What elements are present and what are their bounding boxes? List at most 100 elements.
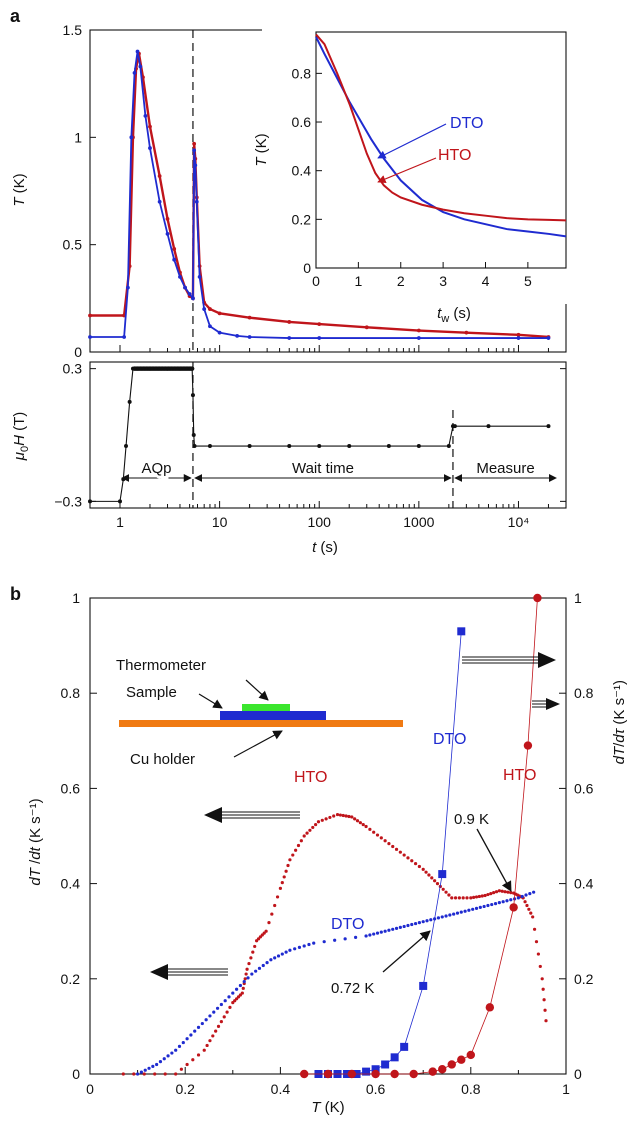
field-profile-point bbox=[452, 424, 457, 429]
a-top-point-red bbox=[516, 332, 521, 337]
b-left-point-hto bbox=[500, 889, 504, 893]
a-top-point-red bbox=[88, 313, 92, 318]
b-right-marker-hto bbox=[323, 1069, 333, 1079]
b-left-point-dto bbox=[375, 931, 380, 935]
b-left-point-hto bbox=[278, 886, 282, 890]
b-left-point-dto bbox=[208, 1014, 212, 1018]
b-ytick-label-right: 0.2 bbox=[574, 971, 594, 987]
b-left-point-hto bbox=[398, 850, 402, 854]
a-top-point-blue bbox=[516, 336, 521, 340]
panel-a-inset-x-label-var: t bbox=[437, 305, 442, 322]
b-left-point-dto bbox=[482, 904, 486, 909]
b-left-point-hto bbox=[185, 1062, 189, 1067]
a-top-point-red bbox=[317, 322, 322, 326]
b-left-point-hto bbox=[253, 944, 257, 949]
a-bottom-xtick-label: 10 bbox=[212, 514, 228, 530]
b-left-point-hto bbox=[457, 896, 461, 900]
b-left-point-hto bbox=[240, 991, 244, 995]
field-profile-point bbox=[190, 393, 195, 398]
b-right-marker-hto bbox=[447, 1060, 456, 1069]
b-left-point-hto bbox=[153, 1072, 157, 1076]
b-left-point-hto bbox=[355, 819, 360, 823]
b-left-point-hto bbox=[244, 972, 248, 976]
a-top-point-red bbox=[148, 124, 152, 129]
b-ytick-label-right: 0.6 bbox=[574, 780, 594, 796]
panel-b-ticks: 00 00.20.2 0.20.40.4 0.40.60.6 0.60.80.8 0.81… bbox=[61, 590, 594, 1097]
annotation-0-9k-arrow bbox=[476, 828, 512, 892]
a-top-point-blue bbox=[172, 257, 177, 262]
b-left-point-hto bbox=[474, 895, 479, 899]
b-left-point-hto bbox=[532, 927, 537, 931]
b-right-marker-hto bbox=[533, 593, 542, 603]
panel-a-inset-series bbox=[315, 33, 567, 238]
b-left-point-hto bbox=[523, 900, 527, 904]
b-left-point-dto bbox=[273, 956, 277, 960]
a-top-point-blue bbox=[132, 71, 137, 75]
b-left-point-hto bbox=[341, 813, 345, 818]
b-left-point-dto bbox=[417, 921, 421, 925]
panel-a-top-x-ticks bbox=[119, 345, 567, 352]
cu-holder-arrow bbox=[233, 730, 283, 758]
a-top-point-red bbox=[157, 174, 162, 178]
b-left-point-hto bbox=[531, 915, 535, 919]
b-left-point-dto bbox=[200, 1021, 204, 1026]
b-left-point-hto bbox=[308, 828, 312, 832]
field-profile-point bbox=[117, 499, 122, 504]
b-left-point-hto bbox=[469, 896, 473, 900]
b-left-point-hto bbox=[205, 1043, 209, 1048]
b-left-point-dto bbox=[520, 894, 524, 899]
b-left-point-dto bbox=[448, 913, 452, 917]
b-left-point-hto bbox=[311, 825, 315, 830]
b-left-point-dto bbox=[398, 925, 402, 929]
b-right-marker-hto bbox=[457, 1055, 466, 1064]
a-top-point-blue bbox=[125, 285, 130, 290]
b-right-marker-dto bbox=[457, 627, 466, 636]
b-left-point-hto bbox=[361, 822, 365, 827]
b-left-point-hto bbox=[267, 921, 271, 925]
b-left-point-hto bbox=[497, 889, 501, 893]
b-left-point-hto bbox=[353, 817, 357, 821]
thermometer-label: Thermometer bbox=[116, 657, 206, 674]
b-left-point-hto bbox=[332, 814, 336, 818]
sample-schematic: Thermometer Sample Cu holder bbox=[116, 657, 403, 768]
inset-ytick-label: 0.8 bbox=[292, 65, 312, 81]
b-left-point-hto bbox=[273, 903, 277, 908]
a-bottom-xtick-label: 10⁴ bbox=[508, 514, 530, 530]
panel-a-bottom-y-label-sub: 0 bbox=[19, 446, 31, 452]
b-xtick-label: 0.2 bbox=[175, 1081, 195, 1097]
a-bottom-xtick-label: 100 bbox=[308, 514, 332, 530]
b-left-point-hto bbox=[291, 853, 295, 857]
thermometer-bar bbox=[242, 704, 290, 711]
panel-a-bottom-y-label-var: H bbox=[11, 435, 28, 446]
a-top-point-blue bbox=[247, 335, 252, 339]
inset-arrow-hto bbox=[377, 157, 437, 183]
b-left-point-hto bbox=[247, 961, 251, 966]
b-left-point-hto bbox=[509, 891, 513, 895]
b-left-point-hto bbox=[543, 1008, 547, 1012]
a-top-point-blue bbox=[235, 334, 240, 338]
b-left-point-hto bbox=[387, 842, 391, 846]
b-left-point-hto bbox=[529, 911, 533, 915]
b-left-point-hto bbox=[450, 896, 454, 900]
b-left-point-dto bbox=[471, 907, 475, 911]
panel-a-inset-y-label-var: T bbox=[253, 156, 270, 167]
b-right-marker-dto bbox=[419, 981, 428, 990]
panel-b-y-label-right-den: dτ bbox=[611, 727, 628, 742]
a-top-point-blue bbox=[194, 199, 199, 204]
inset-series-hto bbox=[315, 33, 567, 222]
a-top-point-blue bbox=[165, 232, 170, 236]
panel-a-top-y-label: T (K) bbox=[11, 173, 28, 206]
b-left-point-hto bbox=[174, 1072, 178, 1076]
field-profile-point bbox=[546, 424, 551, 429]
b-left-point-hto bbox=[417, 864, 421, 869]
b-xtick-label: 0 bbox=[86, 1081, 94, 1097]
b-ytick-label-left: 1 bbox=[72, 590, 80, 606]
b-right-marker-dto bbox=[390, 1053, 399, 1062]
b-right-marker-hto bbox=[428, 1067, 437, 1076]
b-left-point-hto bbox=[421, 867, 425, 871]
panel-a-inset-x-label: tw (s) bbox=[437, 305, 471, 325]
b-left-point-hto bbox=[284, 869, 288, 873]
b-left-point-hto bbox=[402, 853, 406, 857]
b-ytick-label-left: 0 bbox=[72, 1066, 80, 1082]
b-left-point-dto bbox=[452, 912, 456, 916]
